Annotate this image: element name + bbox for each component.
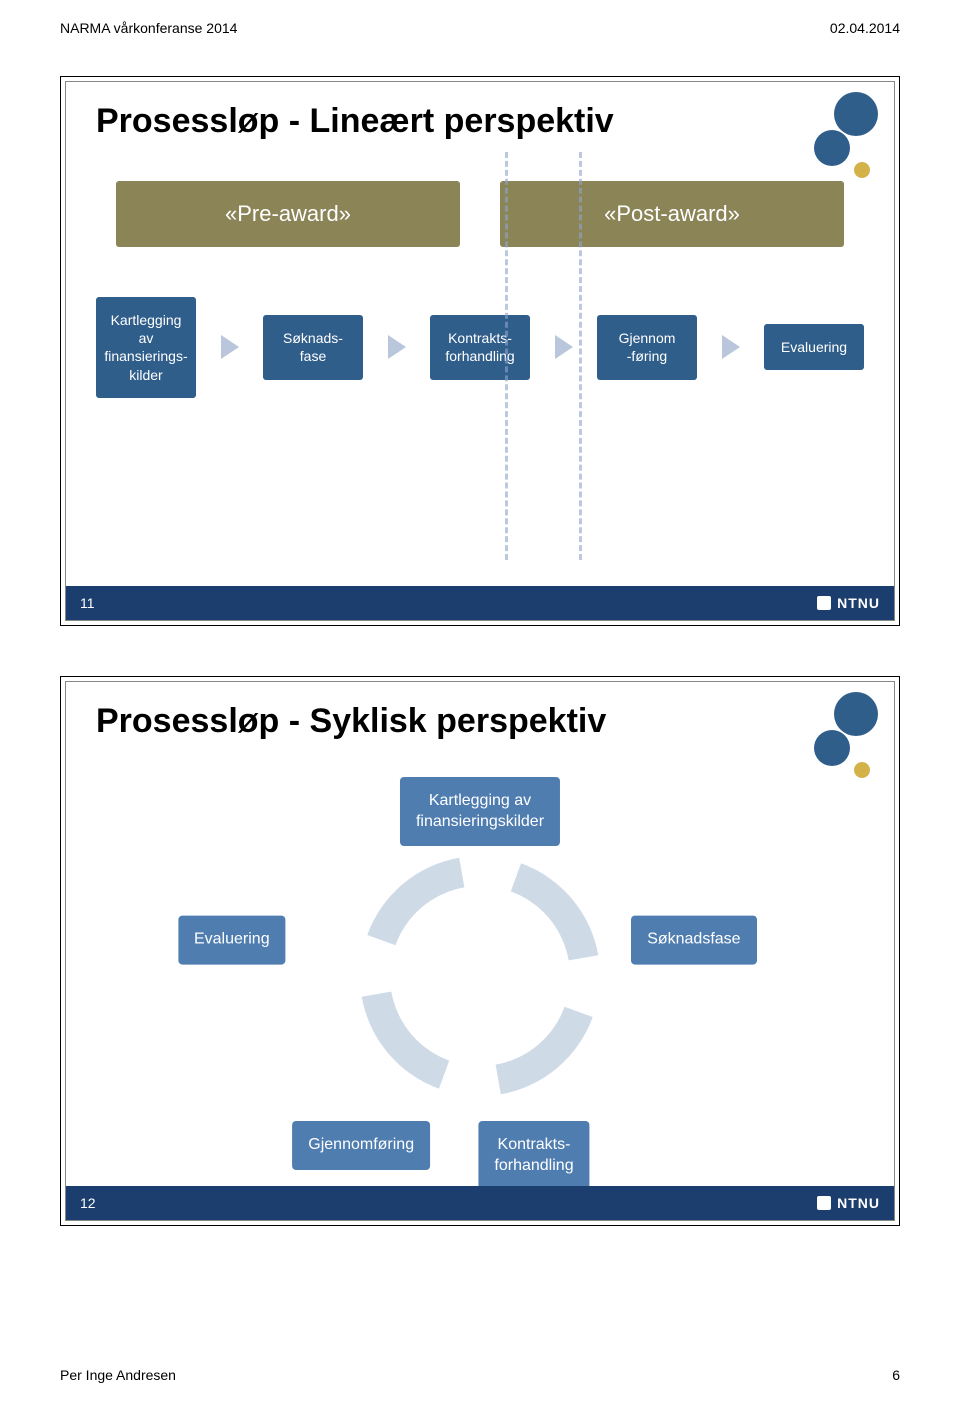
page-header: NARMA vårkonferanse 2014 02.04.2014	[60, 20, 900, 36]
slide-2-footer: 12 NTNU	[66, 1186, 894, 1220]
cycle-diagram: Kartlegging avfinansieringskilderSøknads…	[210, 751, 750, 1181]
step-row: Kartleggingavfinansierings-kilder Søknads…	[66, 257, 894, 398]
page: NARMA vårkonferanse 2014 02.04.2014 Pros…	[0, 0, 960, 1403]
ntnu-brand: NTNU	[817, 595, 880, 611]
footer-left: Per Inge Andresen	[60, 1367, 176, 1383]
arrow-right-icon	[555, 335, 573, 359]
deco-circle-mid	[814, 730, 850, 766]
step-box-3: Gjennom-føring	[597, 315, 697, 379]
ntnu-logo-icon	[817, 1196, 831, 1210]
deco-circle-mid	[814, 130, 850, 166]
deco-circle-sm	[854, 162, 870, 178]
arrow-right-icon	[221, 335, 239, 359]
step-box-4: Evaluering	[764, 324, 864, 370]
footer-right: 6	[892, 1367, 900, 1383]
deco-circle-big	[834, 92, 878, 136]
slide-1: Prosessløp - Lineært perspektiv «Pre-awa…	[65, 81, 895, 621]
deco-circle-big	[834, 692, 878, 736]
ntnu-brand-text: NTNU	[837, 595, 880, 611]
slide-1-decoration	[754, 92, 884, 182]
ntnu-brand: NTNU	[817, 1195, 880, 1211]
slide-2-number: 12	[80, 1195, 96, 1211]
phase-pre-award: «Pre-award»	[116, 181, 460, 247]
step-box-2: Kontrakts-forhandling	[430, 315, 530, 379]
header-right: 02.04.2014	[830, 20, 900, 36]
slide-2-decoration	[754, 692, 884, 782]
ntnu-brand-text: NTNU	[837, 1195, 880, 1211]
slide-2-wrap: Prosessløp - Syklisk perspektiv Kartlegg…	[60, 676, 900, 1226]
phase-separator-2	[579, 152, 582, 560]
phase-separator-1	[505, 152, 508, 560]
page-footer: Per Inge Andresen 6	[60, 1367, 900, 1383]
deco-circle-sm	[854, 762, 870, 778]
phase-post-award: «Post-award»	[500, 181, 844, 247]
step-box-1: Søknads-fase	[263, 315, 363, 379]
slide-1-wrap: Prosessløp - Lineært perspektiv «Pre-awa…	[60, 76, 900, 626]
cycle-node-left: Evaluering	[178, 916, 286, 965]
slide-2: Prosessløp - Syklisk perspektiv Kartlegg…	[65, 681, 895, 1221]
slide-1-number: 11	[80, 595, 95, 611]
header-left: NARMA vårkonferanse 2014	[60, 20, 237, 36]
arrow-right-icon	[722, 335, 740, 359]
arrow-right-icon	[388, 335, 406, 359]
slide-1-footer: 11 NTNU	[66, 586, 894, 620]
step-box-0: Kartleggingavfinansierings-kilder	[96, 297, 196, 398]
cycle-node-right: Søknadsfase	[631, 916, 756, 965]
cycle-node-bottomL: Gjennomføring	[292, 1121, 430, 1170]
ntnu-logo-icon	[817, 596, 831, 610]
cycle-node-top: Kartlegging avfinansieringskilder	[400, 777, 560, 847]
cycle-node-bottomR: Kontrakts-forhandling	[478, 1121, 589, 1191]
